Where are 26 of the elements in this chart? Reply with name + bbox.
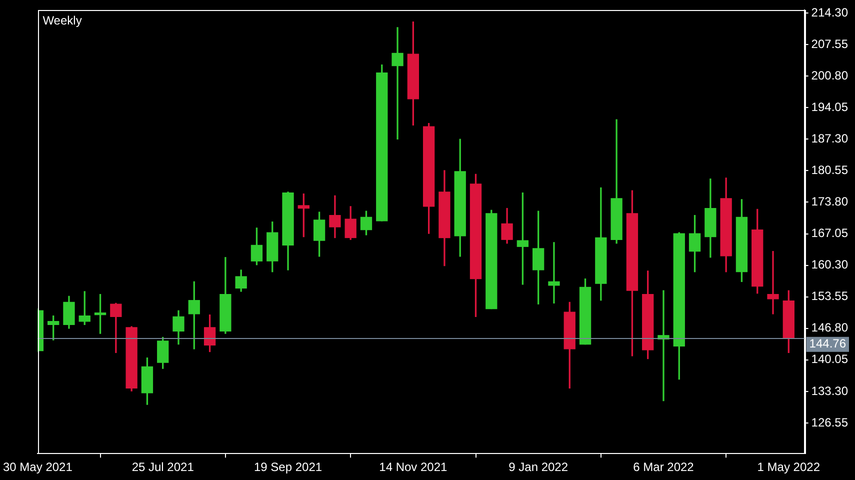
candlestick — [767, 250, 779, 314]
y-tick-label: 200.80 — [811, 68, 848, 82]
candlestick — [548, 242, 560, 304]
y-tick-label: 146.80 — [811, 320, 848, 335]
x-tick-label: 6 Mar 2022 — [633, 460, 694, 474]
y-tick-label: 173.80 — [811, 194, 848, 209]
y-tick-label: 126.55 — [811, 415, 848, 430]
y-tick-label: 167.05 — [811, 226, 848, 240]
x-tick-label: 9 Jan 2022 — [508, 460, 568, 474]
chart-title: Weekly — [42, 14, 82, 28]
y-tick-label: 194.05 — [811, 100, 848, 114]
x-tick-label: 1 May 2022 — [757, 460, 820, 474]
x-tick-label: 25 Jul 2021 — [132, 460, 194, 474]
y-tick-label: 214.30 — [811, 5, 848, 20]
y-tick-label: 207.55 — [811, 36, 848, 51]
y-tick-label: 187.30 — [811, 131, 848, 146]
y-tick-label: 133.30 — [811, 384, 848, 398]
candlestick — [392, 27, 404, 140]
y-tick-label: 180.55 — [811, 163, 848, 178]
x-tick-label: 19 Sep 2021 — [254, 460, 322, 474]
x-tick-label: 30 May 2021 — [2, 460, 73, 474]
ref-line-label: 144.76 — [809, 336, 846, 351]
y-tick-label: 153.55 — [811, 289, 848, 304]
y-tick-label: 140.05 — [811, 352, 848, 366]
y-tick-label: 160.30 — [811, 258, 848, 272]
x-tick-label: 14 Nov 2021 — [379, 460, 448, 474]
